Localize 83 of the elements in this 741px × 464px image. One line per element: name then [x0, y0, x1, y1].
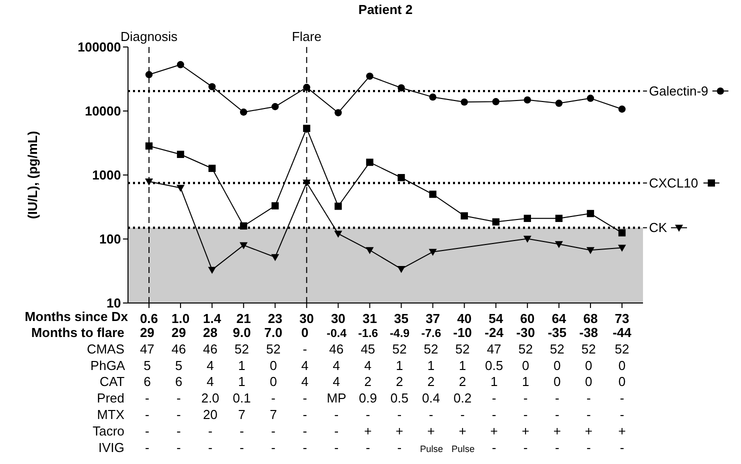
point	[618, 106, 626, 113]
point	[428, 248, 437, 256]
x-tick-label: 1.4	[203, 311, 222, 326]
x-tick-label: 68	[583, 311, 598, 326]
point	[271, 254, 280, 262]
point	[523, 236, 532, 243]
legend-label: Galectin-9	[649, 84, 708, 99]
point	[492, 218, 500, 226]
point	[208, 164, 216, 172]
ref-line-label: Flare	[292, 29, 322, 44]
y-axis-title: (IU/L), (pg/mL)	[25, 130, 40, 220]
point	[460, 98, 468, 106]
x-tick-label: 73	[614, 311, 630, 326]
y-tick-label: 100000	[78, 40, 121, 55]
point	[397, 266, 406, 273]
point	[366, 72, 374, 80]
point	[460, 212, 468, 220]
point	[145, 142, 153, 150]
ref-line-label: Diagnosis	[120, 29, 178, 44]
text: MTX - - 20 7 7 - - - - - - - - - - -	[96, 407, 624, 422]
x-axis-title: Months since Dx	[24, 309, 129, 324]
point	[554, 241, 563, 248]
point	[398, 84, 405, 92]
text: Pred - - 2.0 0.1 - - MP 0.9 0.5 0.4 0.2 - - - - -	[96, 390, 624, 406]
point	[176, 61, 184, 68]
text: PhGA 5 5 4 1 0 4 4 4 1 1 1 0.5 0 0 0 0	[90, 358, 626, 373]
text: Tacro - - - - - - - + + + + + + + + +	[92, 423, 626, 438]
point	[366, 247, 374, 254]
legend-label: CK	[649, 220, 668, 236]
point	[586, 247, 594, 254]
x-tick-label: 31	[362, 311, 377, 326]
point	[555, 100, 563, 107]
y-tick-label: 100	[99, 232, 121, 247]
text: CMAS 47 46 46 52 52 - 46 45 52 52 52 47 52 52 52 52	[86, 341, 630, 356]
point	[366, 158, 374, 166]
point	[145, 178, 153, 186]
point	[618, 244, 626, 252]
x-tick-label: 21	[236, 311, 251, 326]
point	[272, 202, 279, 210]
point	[208, 83, 216, 90]
point	[208, 266, 216, 274]
point	[429, 93, 436, 101]
x-tick-label: 37	[426, 311, 440, 326]
point	[176, 184, 185, 192]
point	[240, 222, 248, 230]
x-tick-label: 54	[488, 311, 504, 326]
point	[524, 214, 531, 222]
x-tick-label: 23	[268, 311, 282, 326]
x-tick-label: 1.0	[171, 311, 190, 326]
y-tick-label: 1000	[92, 168, 121, 183]
x-tick-label: 40	[457, 311, 472, 326]
point	[240, 108, 248, 116]
x-tick-label: 35	[394, 311, 408, 326]
text: CAT 6 6 4 1 0 4 4 2 2 2 2 1 1 0 0 0	[100, 374, 626, 390]
point	[303, 124, 310, 132]
point	[524, 96, 531, 104]
point	[176, 150, 184, 158]
point	[555, 214, 563, 222]
x-tick-label: 60	[520, 311, 535, 326]
chart-title: Patient 2	[358, 2, 413, 17]
point	[240, 242, 248, 250]
point	[586, 94, 594, 102]
x-tick-label: 30	[330, 311, 346, 326]
text: Months to flare 29 29 28 9.0 7.0 0 -0.4 -1.6 -4.9 -7.6 -10 -24 -30 -35 -38 -44	[31, 325, 632, 340]
x-tick-label: 64	[552, 311, 567, 326]
point	[272, 103, 279, 110]
y-tick-label: 10000	[84, 104, 121, 119]
point	[334, 230, 342, 238]
point	[429, 190, 436, 198]
point	[303, 84, 310, 91]
x-tick-label: 30	[299, 311, 314, 326]
point	[334, 202, 342, 210]
point	[492, 98, 500, 106]
y-tick-label: 10	[106, 296, 121, 311]
text: IVIG - - - - - - - - - Pulse Pulse - - - - -	[98, 440, 624, 455]
point	[302, 180, 311, 187]
point	[398, 174, 405, 182]
point	[586, 210, 594, 218]
point	[618, 229, 626, 236]
x-tick-label: 0.6	[140, 311, 158, 326]
legend-label: CXCL10	[649, 175, 698, 190]
point	[334, 109, 342, 116]
point	[145, 71, 153, 78]
